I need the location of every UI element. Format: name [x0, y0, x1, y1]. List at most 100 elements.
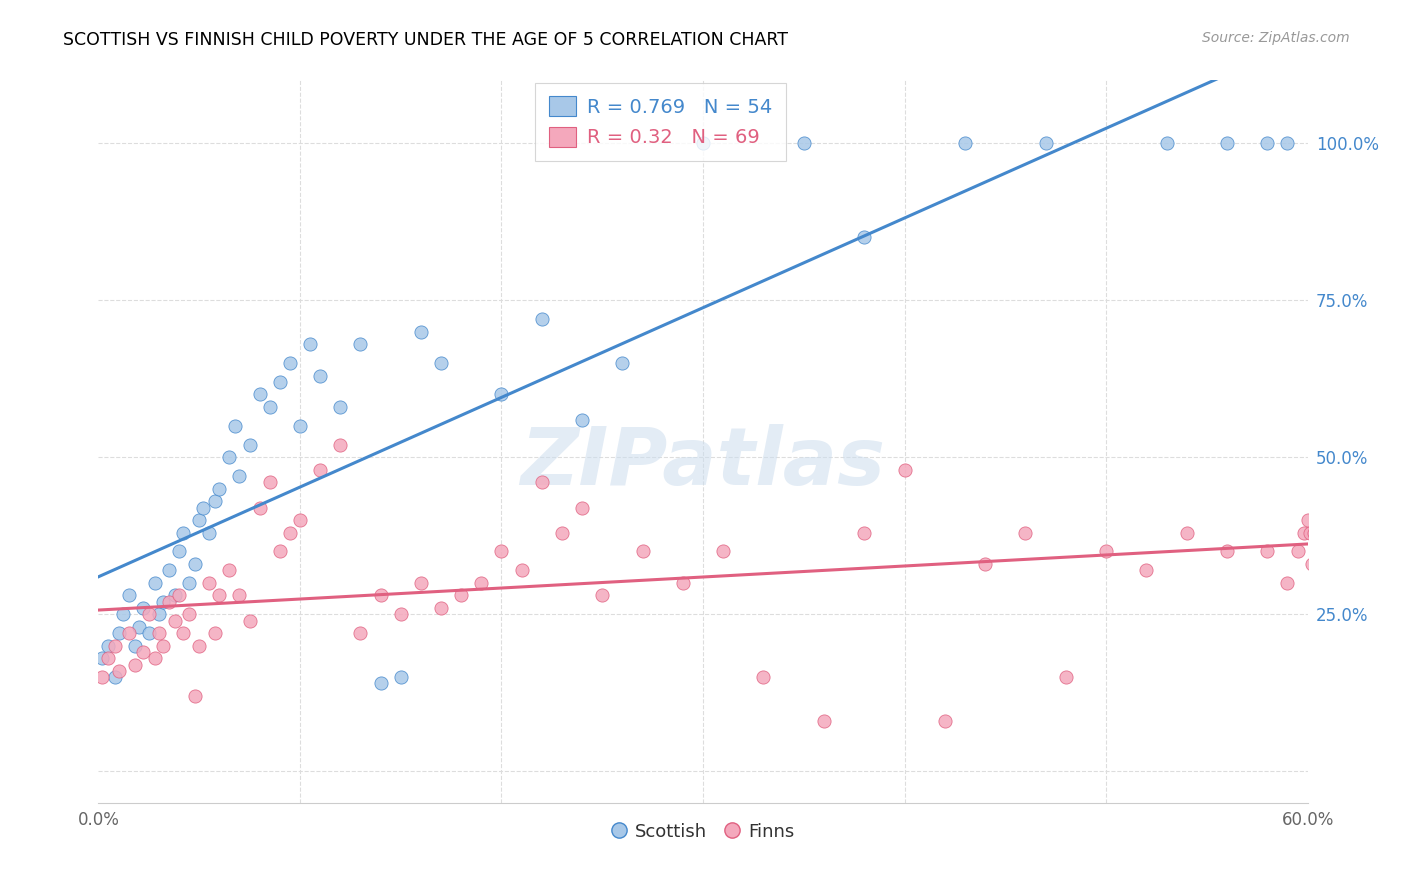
Point: [259, 475, 281, 490]
Point: [530, 475, 553, 490]
Point: [97, 651, 120, 665]
Point: [752, 670, 775, 684]
Point: [1292, 525, 1315, 540]
Point: [179, 607, 201, 622]
Point: [370, 676, 392, 690]
Point: [138, 626, 160, 640]
Point: [389, 670, 412, 684]
Point: [118, 589, 141, 603]
Text: Source: ZipAtlas.com: Source: ZipAtlas.com: [1202, 31, 1350, 45]
Point: [111, 607, 134, 622]
Text: SCOTTISH VS FINNISH CHILD POVERTY UNDER THE AGE OF 5 CORRELATION CHART: SCOTTISH VS FINNISH CHILD POVERTY UNDER …: [63, 31, 789, 49]
Point: [278, 525, 301, 540]
Point: [1277, 136, 1299, 150]
Point: [179, 575, 201, 590]
Point: [228, 469, 250, 483]
Point: [974, 557, 997, 571]
Point: [470, 575, 492, 590]
Point: [491, 387, 513, 401]
Point: [269, 544, 291, 558]
Point: [1035, 136, 1057, 150]
Point: [188, 513, 211, 527]
Point: [1156, 136, 1178, 150]
Point: [124, 657, 146, 672]
Point: [91, 670, 114, 684]
Point: [1256, 544, 1278, 558]
Point: [103, 670, 125, 684]
Point: [349, 626, 371, 640]
Point: [204, 626, 226, 640]
Point: [853, 230, 876, 244]
Point: [167, 544, 190, 558]
Point: [329, 438, 352, 452]
Point: [128, 620, 150, 634]
Point: [491, 544, 513, 558]
Point: [132, 601, 155, 615]
Point: [1286, 544, 1309, 558]
Point: [107, 664, 129, 678]
Point: [218, 563, 240, 577]
Point: [132, 645, 155, 659]
Point: [349, 337, 371, 351]
Point: [1014, 525, 1036, 540]
Text: ZIPatlas: ZIPatlas: [520, 425, 886, 502]
Point: [259, 400, 281, 414]
Point: [91, 651, 114, 665]
Point: [204, 494, 226, 508]
Point: [571, 412, 593, 426]
Point: [612, 356, 634, 370]
Point: [1095, 544, 1118, 558]
Point: [103, 639, 125, 653]
Point: [551, 525, 574, 540]
Point: [224, 418, 246, 433]
Point: [370, 589, 392, 603]
Point: [152, 595, 174, 609]
Point: [249, 500, 271, 515]
Point: [172, 525, 194, 540]
Point: [288, 418, 311, 433]
Point: [953, 136, 976, 150]
Point: [188, 639, 211, 653]
Point: [208, 482, 231, 496]
Point: [299, 337, 322, 351]
Point: [530, 312, 553, 326]
Point: [288, 513, 311, 527]
Point: [278, 356, 301, 370]
Point: [409, 575, 432, 590]
Point: [239, 614, 262, 628]
Point: [157, 563, 180, 577]
Point: [1298, 525, 1320, 540]
Point: [1277, 575, 1299, 590]
Point: [1216, 544, 1239, 558]
Point: [184, 557, 207, 571]
Point: [631, 544, 654, 558]
Point: [218, 450, 240, 465]
Point: [1135, 563, 1157, 577]
Point: [1256, 136, 1278, 150]
Point: [409, 325, 432, 339]
Point: [1296, 513, 1319, 527]
Point: [1054, 670, 1077, 684]
Point: [208, 589, 231, 603]
Point: [1302, 525, 1324, 540]
Point: [124, 639, 146, 653]
Point: [1306, 500, 1329, 515]
Point: [934, 714, 956, 728]
Point: [1216, 136, 1239, 150]
Point: [389, 607, 412, 622]
Point: [184, 689, 207, 703]
Point: [228, 589, 250, 603]
Point: [510, 563, 533, 577]
Point: [148, 626, 170, 640]
Point: [430, 601, 453, 615]
Legend: Scottish, Finns: Scottish, Finns: [605, 815, 801, 848]
Point: [813, 714, 835, 728]
Point: [193, 500, 215, 515]
Point: [143, 651, 166, 665]
Point: [591, 589, 613, 603]
Point: [167, 589, 190, 603]
Point: [97, 639, 120, 653]
Point: [309, 368, 332, 383]
Point: [118, 626, 141, 640]
Point: [692, 136, 714, 150]
